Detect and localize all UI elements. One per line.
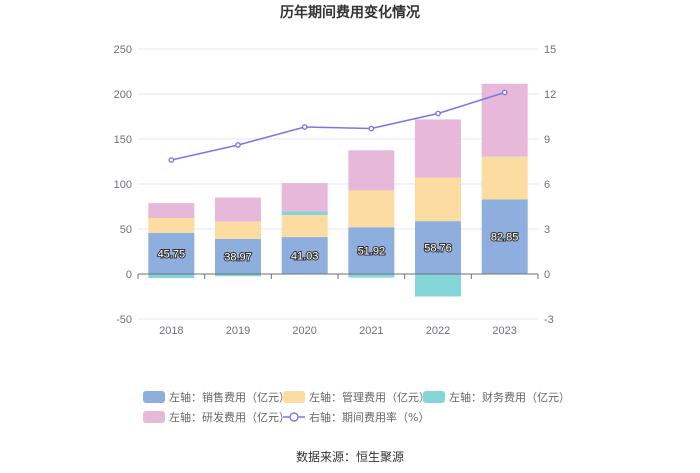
bar-管理费用-2019 — [215, 221, 261, 239]
legend-swatch — [143, 391, 165, 403]
bar-管理费用-2020 — [281, 215, 328, 238]
right-axis-tick-label: 9 — [544, 134, 550, 146]
line-point-期间费用率-2019 — [235, 142, 241, 148]
bar-value-label: 51.92 — [358, 246, 386, 258]
axis-layer: 250 15 200 12 150 9 100 6 50 3 0 0 -50 -3 2018 2019 2020… — [114, 44, 557, 337]
legend-swatch — [283, 391, 305, 403]
line-point-期间费用率-2021 — [368, 125, 375, 132]
x-axis-category-label: 2019 — [226, 325, 250, 337]
x-axis-category-label: 2023 — [492, 325, 516, 337]
x-axis-category-label: 2018 — [159, 325, 183, 337]
bar-研发费用-2021 — [348, 150, 395, 191]
bar-销售费用-2020 — [281, 237, 328, 274]
legend-label: 左轴：管理费用（亿元） — [309, 390, 430, 404]
bar-管理费用-2022 — [415, 177, 461, 222]
bar-销售费用-2018 — [148, 232, 195, 274]
right-axis-tick-label: 6 — [544, 179, 550, 191]
line-point-期间费用率-2022 — [435, 110, 441, 117]
left-axis-tick-label: 50 — [120, 224, 132, 236]
right-axis-tick-label: 3 — [544, 224, 550, 236]
bar-管理费用-2023 — [481, 156, 528, 200]
x-axis-category-label: 2022 — [426, 325, 450, 337]
bar-管理费用-2018 — [148, 217, 195, 233]
bar-销售费用-2021 — [348, 227, 395, 274]
bar-财务费用-2018 — [148, 274, 195, 279]
legend: 左轴：销售费用（亿元） 左轴：管理费用（亿元） 左轴：财务费用（亿元） 左轴：研发费用… — [143, 390, 570, 424]
bar-value-label: 38.97 — [224, 251, 252, 263]
bar-value-label: 41.03 — [291, 251, 319, 263]
bar-研发费用-2022 — [415, 119, 461, 178]
bar-value-label: 82.85 — [491, 232, 519, 244]
bar-财务费用-2020 — [281, 211, 328, 216]
bar-layer — [148, 83, 528, 297]
line-point-期间费用率-2018 — [168, 157, 175, 163]
legend-label: 右轴：期间费用率（%） — [309, 410, 429, 424]
legend-swatch — [143, 411, 165, 423]
bar-财务费用-2021 — [348, 274, 395, 278]
left-axis-tick-label: 250 — [114, 44, 132, 56]
line-layer — [168, 89, 508, 163]
right-axis-tick-label: 0 — [544, 269, 550, 281]
data-source-note: 数据来源：恒生聚源 — [296, 449, 404, 464]
bar-value-label: 45.75 — [158, 248, 186, 260]
legend-label: 左轴：研发费用（亿元） — [169, 410, 290, 424]
bar-销售费用-2023 — [481, 199, 528, 274]
bar-管理费用-2021 — [348, 190, 395, 228]
line-point-期间费用率-2020 — [301, 124, 308, 130]
bar-销售费用-2022 — [415, 221, 461, 274]
left-axis-tick-label: 150 — [114, 134, 132, 146]
bar-研发费用-2020 — [281, 183, 328, 212]
bar-研发费用-2018 — [148, 203, 195, 218]
bar-财务费用-2019 — [215, 274, 261, 277]
line-point-期间费用率-2023 — [501, 89, 508, 96]
legend-label: 左轴：销售费用（亿元） — [169, 390, 290, 404]
bar-销售费用-2019 — [215, 238, 261, 274]
left-axis-tick-label: 0 — [126, 269, 132, 281]
left-axis-tick-label: 200 — [114, 89, 132, 101]
left-axis-tick-label: -50 — [116, 314, 132, 326]
bar-研发费用-2023 — [481, 83, 528, 157]
right-axis-tick-label: 15 — [544, 44, 556, 56]
right-axis-tick-label: 12 — [544, 89, 556, 101]
line-期间费用率 — [171, 91, 505, 161]
bar-财务费用-2022 — [415, 274, 461, 297]
bar-研发费用-2019 — [215, 197, 261, 222]
legend-swatch — [423, 391, 445, 403]
x-axis-category-label: 2020 — [292, 325, 316, 337]
grid-layer — [138, 48, 538, 320]
bar-value-label: 58.76 — [424, 243, 452, 255]
left-axis-tick-label: 100 — [114, 179, 132, 191]
legend-label: 左轴：财务费用（亿元） — [449, 390, 570, 404]
right-axis-tick-label: -3 — [544, 314, 554, 326]
x-axis-category-label: 2021 — [359, 325, 383, 337]
legend-marker-icon — [289, 412, 299, 422]
label-layer: 45.75 38.97 41.03 51.92 58.76 82.85 — [157, 231, 520, 265]
chart-title: 历年期间费用变化情况 — [280, 4, 420, 21]
